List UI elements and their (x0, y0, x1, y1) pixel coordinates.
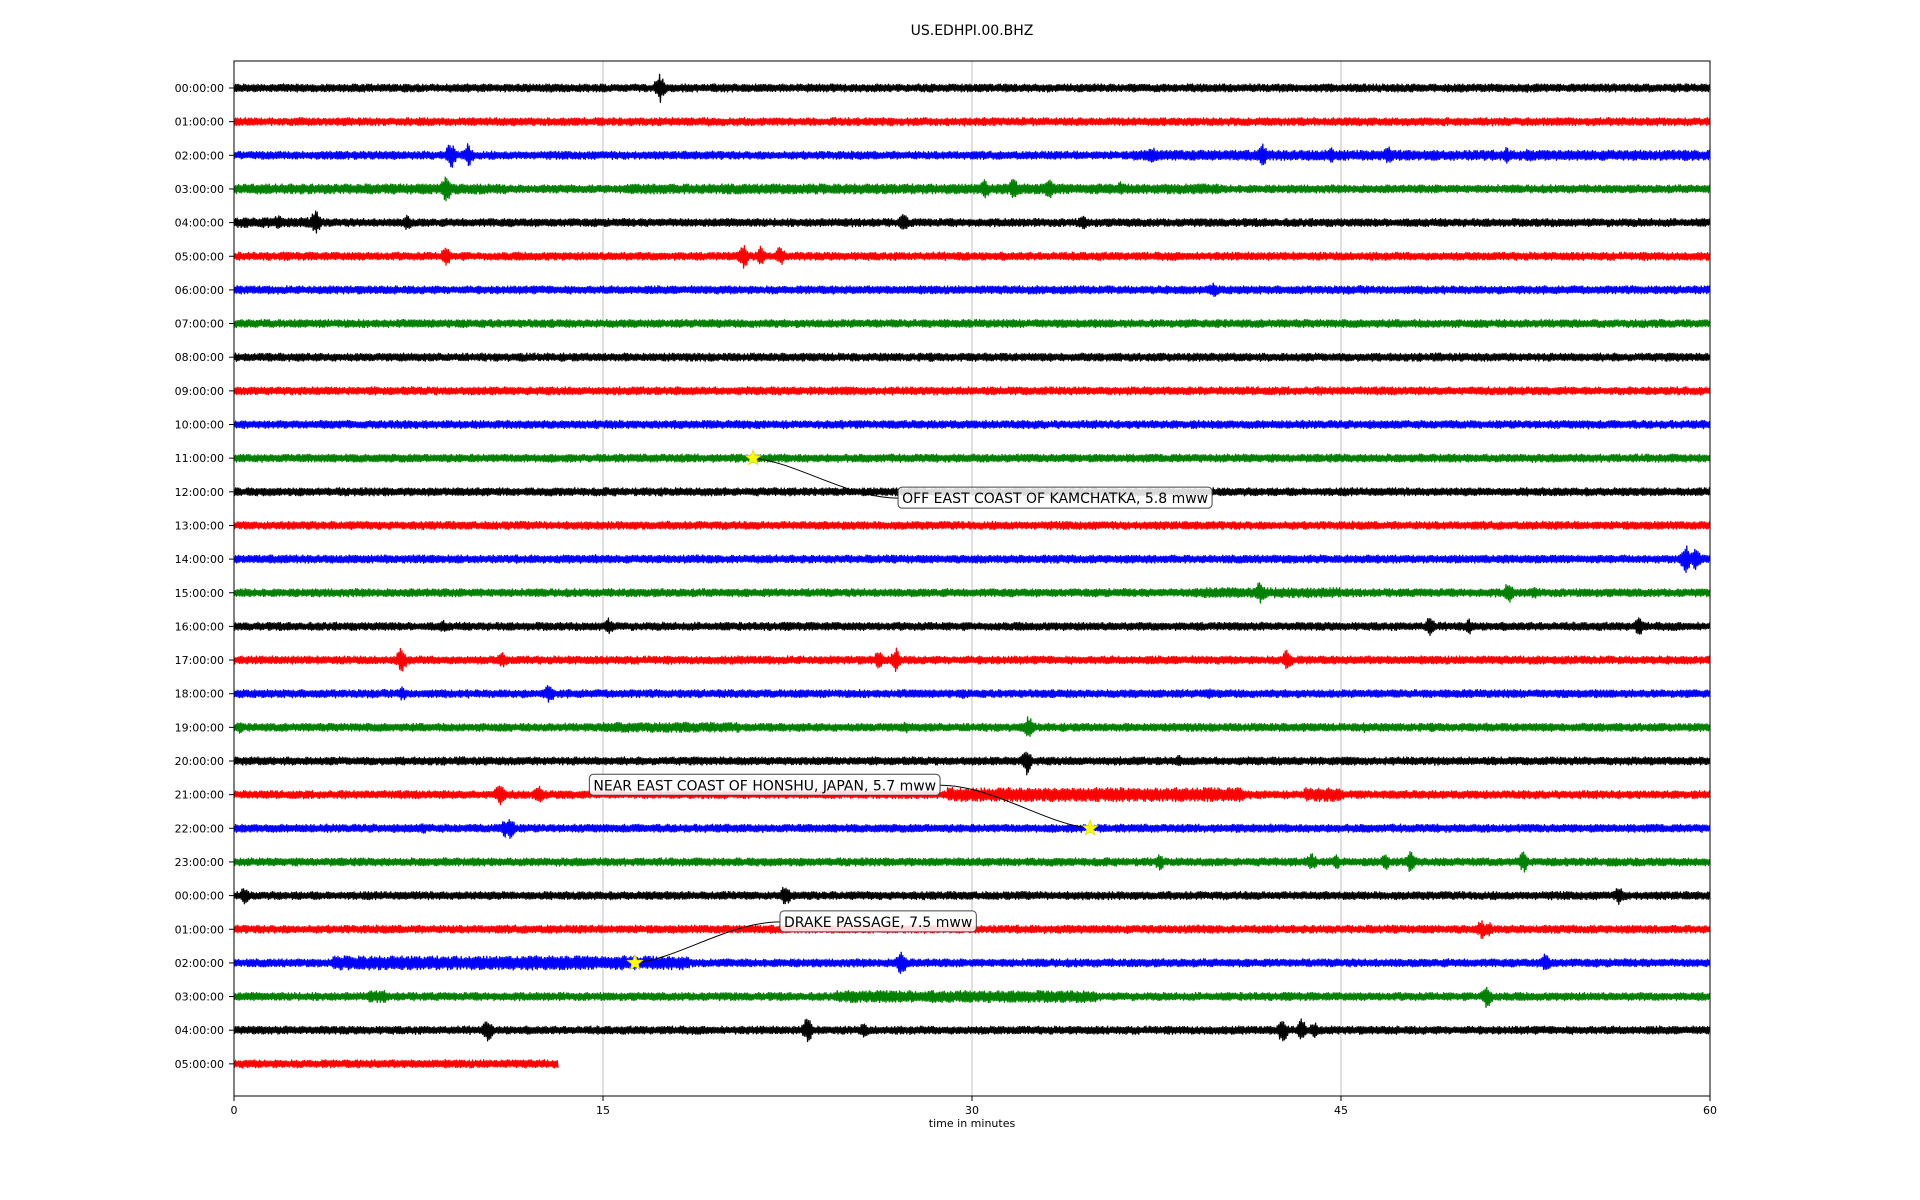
annotation-box (779, 910, 977, 933)
y-tick-label: 16:00:00 (175, 620, 224, 633)
y-tick-label: 17:00:00 (175, 654, 224, 667)
x-tick-label: 60 (1703, 1104, 1717, 1117)
annotation-label: OFF EAST COAST OF KAMCHATKA, 5.8 mww (902, 491, 1208, 507)
plot-frame (233, 60, 1711, 1097)
y-tick-label: 23:00:00 (175, 856, 224, 869)
y-tick-label: 02:00:00 (175, 149, 224, 162)
trace-row-1 (233, 116, 1711, 127)
trace-row-21 (233, 785, 1711, 806)
annotation-label: DRAKE PASSAGE, 7.5 mww (784, 915, 972, 931)
y-tick-label: 08:00:00 (175, 351, 224, 364)
x-tick-label: 30 (965, 1104, 979, 1117)
annotation-arrow (940, 784, 1091, 829)
y-tick-label: 04:00:00 (175, 217, 224, 230)
y-tick-label: 09:00:00 (175, 385, 224, 398)
annotations: OFF EAST COAST OF KAMCHATKA, 5.8 mww NEAR… (588, 448, 1213, 971)
trace-row-20 (233, 751, 1711, 776)
event-star-icon (626, 953, 644, 971)
y-tick-label: 14:00:00 (175, 553, 224, 566)
y-tick-label: 19:00:00 (175, 721, 224, 734)
y-tick-labels: 00:00:00 01:00:00 02:00:00 03:00:00 04:00:00… (175, 82, 234, 1071)
grid-lines (602, 61, 1342, 1096)
y-tick-label: 11:00:00 (175, 452, 224, 465)
y-tick-label: 01:00:00 (175, 116, 224, 129)
y-tick-label: 22:00:00 (175, 822, 224, 835)
annotation-box (897, 486, 1213, 509)
y-tick-label: 00:00:00 (175, 890, 224, 903)
trace-row-26 (233, 951, 1711, 975)
trace-row-7 (233, 318, 1711, 329)
y-tick-label: 01:00:00 (175, 923, 224, 936)
y-tick-label: 04:00:00 (175, 1024, 224, 1037)
trace-row-3 (233, 176, 1711, 202)
annotation-arrow (753, 457, 899, 499)
x-tick-label: 45 (1334, 1104, 1348, 1117)
y-tick-label: 05:00:00 (175, 1058, 224, 1071)
trace-row-2 (233, 143, 1711, 168)
trace-row-23 (233, 850, 1711, 873)
trace-row-19 (233, 716, 1711, 737)
y-tick-label: 05:00:00 (175, 250, 224, 263)
x-ticks: 0 15 30 45 60 (231, 1096, 1717, 1117)
trace-row-13 (233, 520, 1711, 531)
trace-row-16 (233, 617, 1711, 637)
y-tick-label: 20:00:00 (175, 755, 224, 768)
traces (233, 73, 1711, 1069)
trace-row-22 (233, 819, 1711, 840)
y-tick-label: 10:00:00 (175, 419, 224, 432)
y-tick-label: 15:00:00 (175, 587, 224, 600)
event-star-icon (1081, 819, 1099, 836)
trace-row-18 (233, 684, 1711, 703)
y-tick-label: 03:00:00 (175, 991, 224, 1004)
trace-row-17 (233, 647, 1711, 673)
event-star-icon (744, 448, 762, 466)
trace-row-14 (233, 545, 1711, 574)
y-tick-label: 12:00:00 (175, 486, 224, 499)
trace-row-11 (233, 453, 1711, 463)
trace-row-5 (233, 244, 1711, 269)
trace-row-8 (233, 352, 1711, 362)
y-tick-label: 21:00:00 (175, 789, 224, 802)
y-tick-label: 03:00:00 (175, 183, 224, 196)
y-tick-label: 02:00:00 (175, 957, 224, 970)
y-tick-label: 18:00:00 (175, 688, 224, 701)
trace-row-9 (233, 386, 1711, 396)
x-tick-label: 0 (231, 1104, 238, 1117)
annotation-label: NEAR EAST COAST OF HONSHU, JAPAN, 5.7 mw… (593, 778, 936, 794)
trace-row-6 (233, 282, 1711, 298)
trace-row-4 (233, 210, 1711, 234)
trace-row-0 (233, 73, 1711, 104)
x-tick-label: 15 (596, 1104, 610, 1117)
trace-row-28 (233, 1018, 1711, 1043)
trace-row-10 (233, 419, 1711, 430)
y-tick-label: 06:00:00 (175, 284, 224, 297)
annotation-box (588, 773, 941, 796)
x-axis-label: time in minutes (929, 1117, 1016, 1130)
trace-row-15 (233, 582, 1711, 604)
y-tick-label: 13:00:00 (175, 519, 224, 532)
y-tick-label: 00:00:00 (175, 82, 224, 95)
annotation-arrow (634, 921, 781, 964)
trace-row-29 (233, 1059, 559, 1069)
trace-row-27 (233, 986, 1711, 1008)
chart-title: US.EDHPI.00.BHZ (911, 23, 1034, 39)
trace-row-24 (233, 886, 1711, 906)
y-tick-label: 07:00:00 (175, 318, 224, 331)
